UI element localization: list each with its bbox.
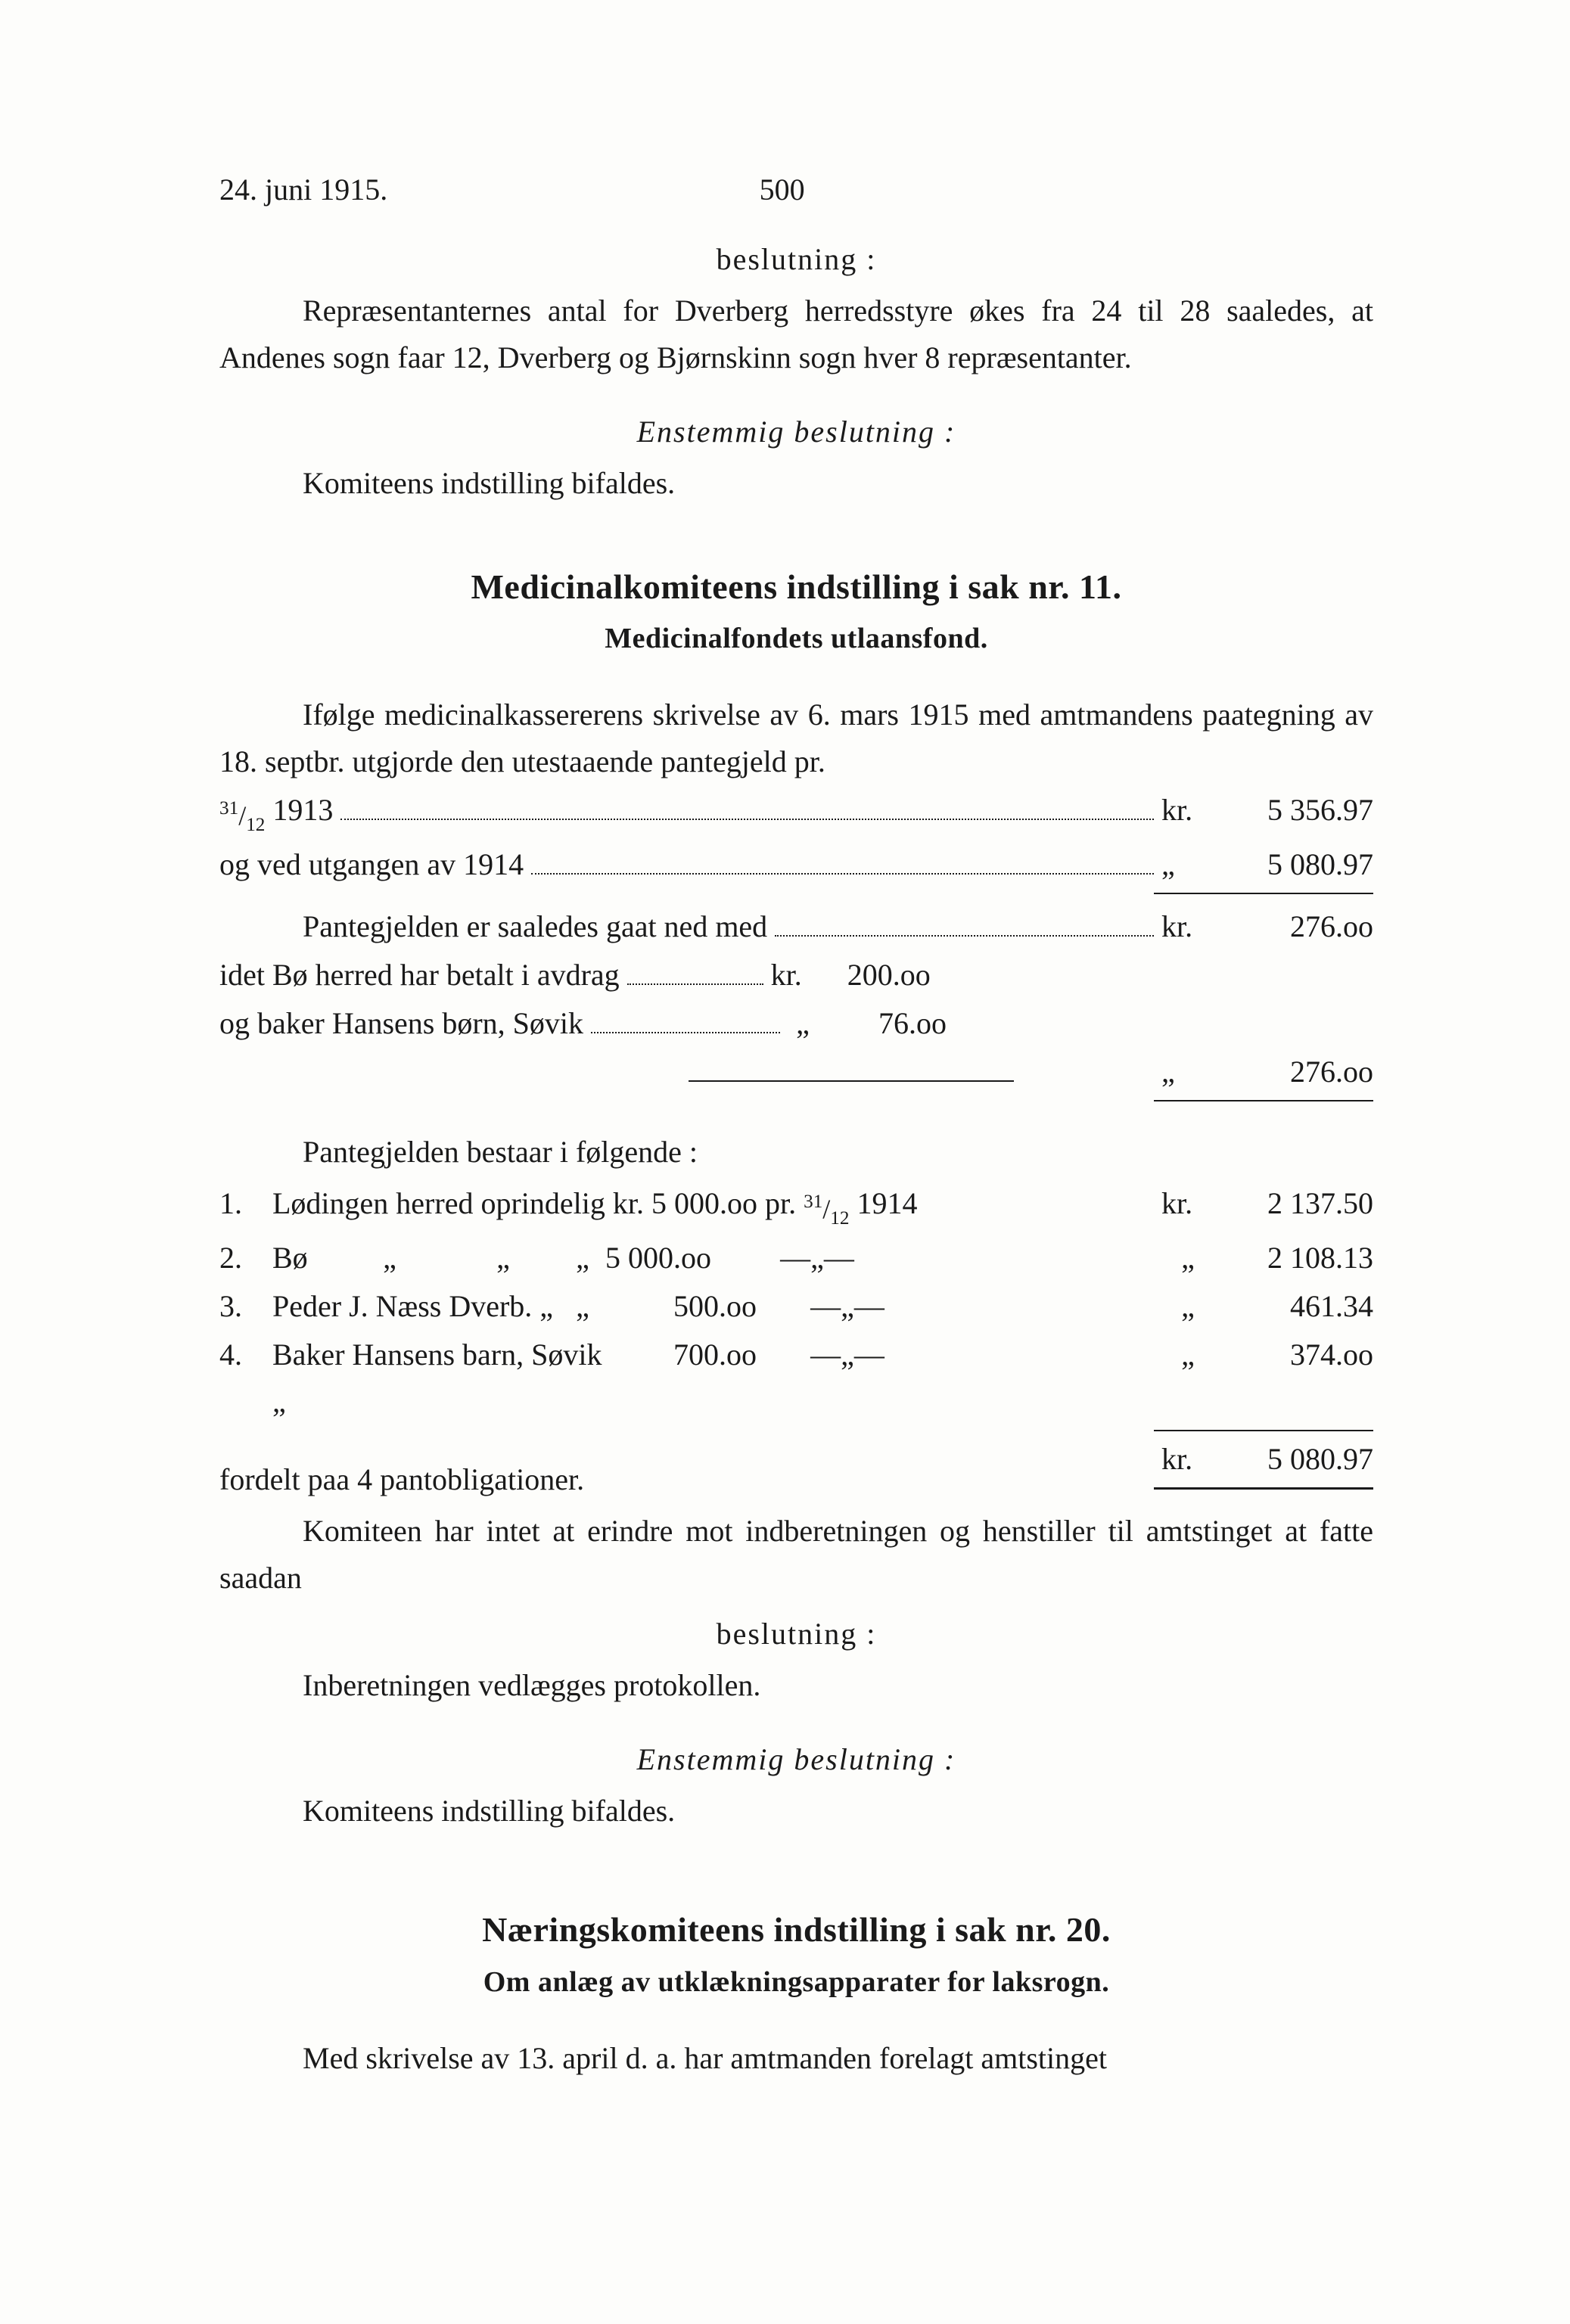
ledger-value: 5 080.97: [1214, 841, 1373, 888]
document-page: 24. juni 1915. 500 beslutning : Repræsen…: [0, 0, 1570, 2324]
header-page-number: 500: [387, 166, 1177, 213]
list-left: Bø: [272, 1235, 333, 1282]
leader-dots-icon: [340, 791, 1154, 820]
currency-label: kr.: [1161, 787, 1214, 834]
section-20-title: Næringskomiteens indstilling i sak nr. 2…: [219, 1903, 1373, 1956]
currency-ditto: „: [1161, 1283, 1214, 1330]
ledger-row-1914: og ved utgangen av 1914 „ 5 080.97: [219, 841, 1373, 888]
ledger-left: idet Bø herred har betalt i avdrag: [219, 952, 620, 999]
currency-label: kr.: [1161, 1436, 1214, 1483]
list-value: 2 137.50: [1214, 1180, 1373, 1227]
ledger-row-idet: idet Bø herred har betalt i avdrag kr. 2…: [219, 952, 1373, 999]
ledger-row-1913: 31/12 1913 kr. 5 356.97: [219, 787, 1373, 840]
list-row-4: 4. Baker Hansens barn, Søvik „ 700.oo —„…: [219, 1331, 1373, 1425]
currency-ditto: „: [560, 1283, 605, 1330]
currency-ditto: „: [560, 1235, 605, 1282]
list-value: 2 108.13: [1214, 1235, 1373, 1282]
header-date: 24. juni 1915.: [219, 166, 387, 213]
list-left: Lødingen herred oprindelig kr. 5 000.oo …: [272, 1180, 917, 1233]
list-value: 461.34: [1214, 1283, 1373, 1330]
section-11-title: Medicinalkomiteens indstilling i sak nr.…: [219, 560, 1373, 614]
list-mid-amount: 5 000.oo: [605, 1235, 757, 1282]
pg-bestaar-intro: Pantegjelden bestaar i følgende :: [219, 1129, 1373, 1176]
ledger-row-inner-sum: „ 276.oo: [219, 1049, 1373, 1095]
list-mid-amount: 500.oo: [605, 1283, 787, 1330]
rule-line-icon: [1154, 1430, 1373, 1431]
representatives-paragraph: Repræsentanternes antal for Dverberg her…: [219, 287, 1373, 381]
ledger-total-value: 5 080.97: [1214, 1436, 1373, 1483]
ledger-row-ned: Pantegjelden er saaledes gaat ned med kr…: [219, 903, 1373, 950]
ledger-left: og ved utgangen av 1914: [219, 841, 524, 888]
list-number: 4.: [219, 1331, 272, 1378]
committee-paragraph: Komiteen har intet at erindre mot indber…: [219, 1508, 1373, 1602]
currency-ditto: „: [1161, 841, 1214, 888]
currency-ditto: „: [446, 1235, 560, 1282]
ditto-dash-icon: —„—: [757, 1235, 878, 1282]
report-attached-line: Inberetningen vedlægges protokollen.: [219, 1662, 1373, 1709]
leader-dots-icon: [627, 956, 763, 985]
rule-line-icon: [1154, 893, 1373, 894]
unanimous-resolution-label-2: Enstemmig beslutning :: [219, 1736, 1373, 1783]
ledger-row-baker: og baker Hansens børn, Søvik „ 76.oo: [219, 1000, 1373, 1047]
fraction-date-icon: 31/12: [219, 794, 265, 840]
rule-line-icon: [1154, 1100, 1373, 1101]
section-20-paragraph: Med skrivelse av 13. april d. a. har amt…: [219, 2035, 1373, 2082]
resolution-label-2: beslutning :: [219, 1611, 1373, 1658]
section-11-subtitle: Medicinalfondets utlaansfond.: [219, 617, 1373, 661]
page-header: 24. juni 1915. 500: [219, 166, 1373, 213]
currency-label: kr.: [1161, 903, 1214, 950]
ledger-value: 200.oo: [802, 952, 931, 999]
ditto-dash-icon: —„—: [787, 1331, 908, 1378]
leader-dots-icon: [531, 846, 1154, 875]
currency-ditto: „: [788, 1000, 818, 1047]
currency-label: kr.: [771, 952, 802, 999]
currency-ditto: „: [1161, 1331, 1214, 1378]
list-number: 3.: [219, 1283, 272, 1330]
intro-paragraph: Ifølge medicinalkassererens skrivelse av…: [219, 691, 1373, 785]
currency-ditto: „: [333, 1235, 446, 1282]
ledger-value: 76.oo: [818, 1000, 947, 1047]
ledger-left: Pantegjelden er saaledes gaat ned med: [219, 903, 767, 950]
list-row-1: 1. Lødingen herred oprindelig kr. 5 000.…: [219, 1180, 1373, 1233]
ledger-value: 276.oo: [1214, 1049, 1373, 1095]
ditto-dash-icon: —„—: [787, 1283, 908, 1330]
currency-label: kr.: [1161, 1180, 1214, 1227]
list-left: Peder J. Næss Dverb. „: [272, 1283, 560, 1330]
list-number: 2.: [219, 1235, 272, 1282]
list-left: Baker Hansens barn, Søvik „: [272, 1331, 605, 1425]
list-mid-amount: 700.oo: [605, 1331, 787, 1378]
list-row-2: 2. Bø „ „ „ 5 000.oo —„— „ 2 108.13: [219, 1235, 1373, 1282]
list-number: 1.: [219, 1180, 272, 1227]
fraction-date-icon: 31/12: [804, 1187, 849, 1233]
leader-dots-icon: [775, 908, 1154, 937]
ledger-left: 31/12 1913: [219, 787, 333, 840]
unanimous-resolution-label: Enstemmig beslutning :: [219, 409, 1373, 455]
rule-line-icon: [689, 1080, 1014, 1082]
section-20-subtitle: Om anlæg av utklækningsapparater for lak…: [219, 1960, 1373, 2005]
ledger-value: 5 356.97: [1214, 787, 1373, 834]
ledger-value: 276.oo: [1214, 903, 1373, 950]
currency-ditto: „: [1161, 1235, 1214, 1282]
list-value: 374.oo: [1214, 1331, 1373, 1378]
leader-dots-icon: [591, 1005, 780, 1033]
committee-approved-1: Komiteens indstilling bifaldes.: [219, 460, 1373, 507]
ledger-left: og baker Hansens børn, Søvik: [219, 1000, 583, 1047]
resolution-label: beslutning :: [219, 236, 1373, 283]
currency-ditto: „: [1161, 1049, 1214, 1095]
list-row-3: 3. Peder J. Næss Dverb. „ „ 500.oo —„— „…: [219, 1283, 1373, 1330]
committee-approved-2: Komiteens indstilling bifaldes.: [219, 1788, 1373, 1835]
